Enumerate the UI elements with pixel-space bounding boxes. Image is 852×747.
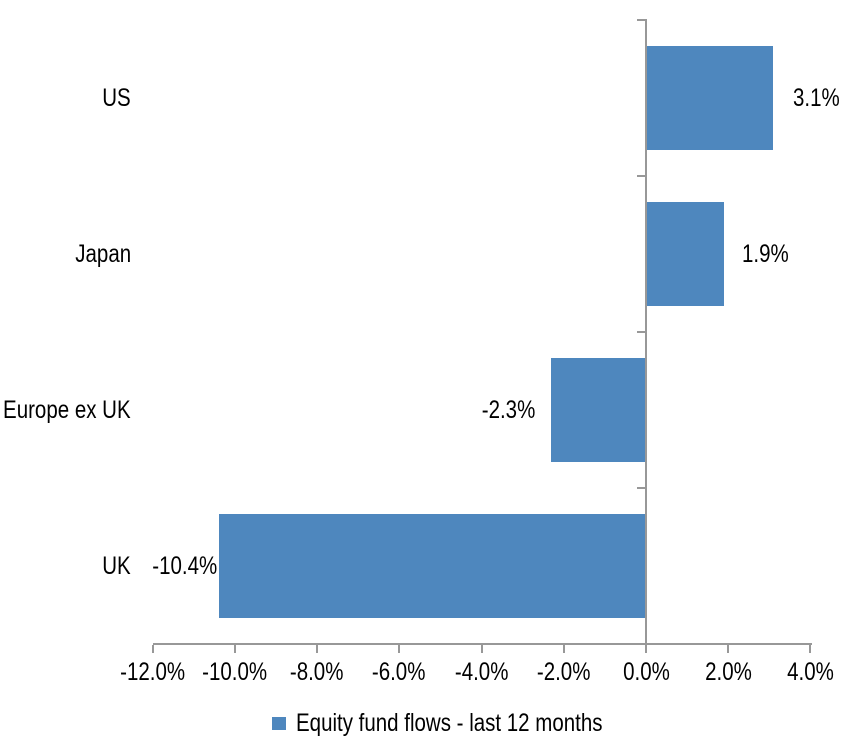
data-label-japan: 1.9% <box>742 240 789 268</box>
x-tick-label: 0.0% <box>622 658 670 686</box>
bar-us <box>646 46 773 150</box>
x-tick-mark <box>645 645 647 653</box>
category-tick-mark <box>637 331 645 333</box>
x-tick-label: 2.0% <box>704 658 752 686</box>
x-tick-label: -10.0% <box>202 658 268 686</box>
x-tick-label: -6.0% <box>372 658 426 686</box>
value-zero-axis-line <box>645 19 647 651</box>
category-tick-mark <box>637 19 645 21</box>
data-label-europe-ex-uk: -2.3% <box>481 396 535 424</box>
bar-europe-ex-uk <box>551 358 645 462</box>
category-label-uk: UK <box>102 552 131 580</box>
bar-japan <box>646 202 724 306</box>
category-tick-mark <box>637 487 645 489</box>
x-tick-mark <box>563 645 565 653</box>
x-axis-line <box>153 643 812 645</box>
legend: Equity fund flows - last 12 months <box>272 710 670 736</box>
category-tick-mark <box>637 175 645 177</box>
bar-uk <box>219 514 646 618</box>
x-tick-mark <box>398 645 400 653</box>
x-tick-mark <box>234 645 236 653</box>
data-label-us: 3.1% <box>793 84 840 112</box>
category-label-japan: Japan <box>75 240 131 268</box>
x-tick-label: -12.0% <box>120 658 186 686</box>
x-tick-mark <box>152 645 154 653</box>
legend-swatch <box>272 716 286 730</box>
x-tick-label: -8.0% <box>290 658 344 686</box>
legend-label: Equity fund flows - last 12 months <box>296 709 603 737</box>
x-tick-label: 4.0% <box>786 658 834 686</box>
data-label-uk: -10.4% <box>152 552 217 580</box>
x-tick-mark <box>809 645 811 653</box>
category-label-us: US <box>102 84 131 112</box>
x-tick-label: -2.0% <box>537 658 591 686</box>
x-tick-mark <box>481 645 483 653</box>
category-tick-mark <box>637 643 645 645</box>
category-label-europe-ex-uk: Europe ex UK <box>3 396 131 424</box>
x-tick-mark <box>316 645 318 653</box>
x-tick-label: -4.0% <box>455 658 509 686</box>
x-tick-mark <box>727 645 729 653</box>
